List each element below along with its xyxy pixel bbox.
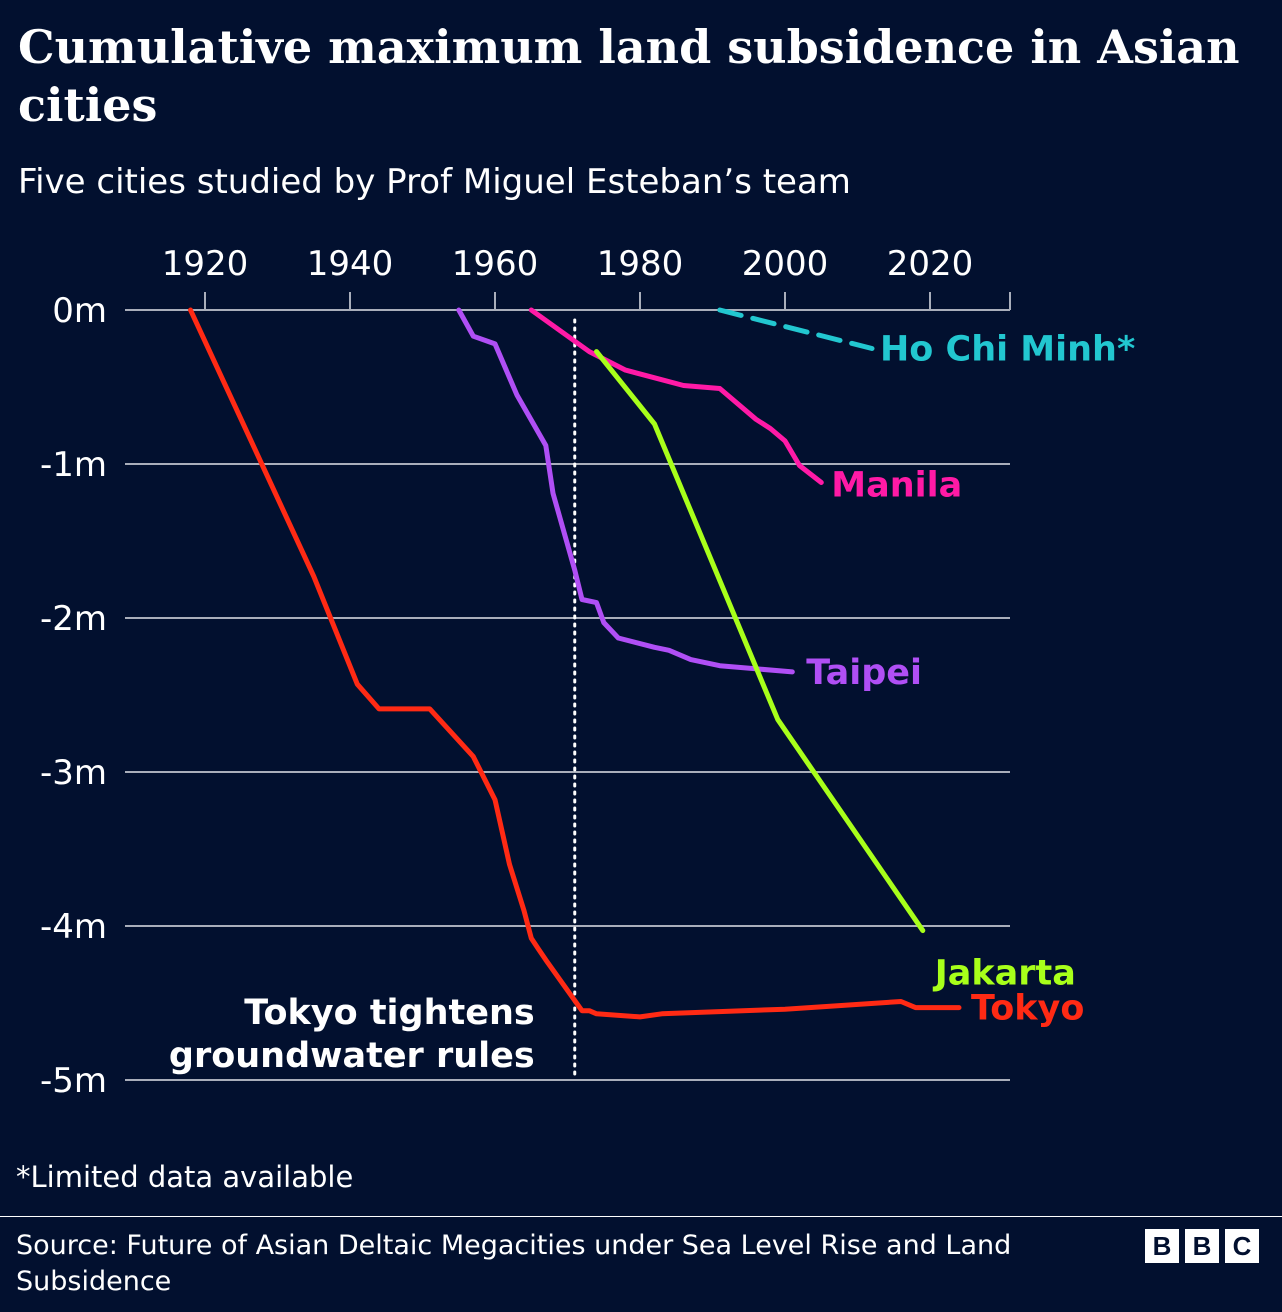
x-tick-label: 1980 bbox=[597, 244, 684, 284]
line-chart: 0m -1m -2m -3m -4m -5m 1920 1940 1960 1980 2000 20… bbox=[40, 244, 1135, 1101]
series-labels: Tokyo Taipei Manila Jakarta Ho Chi Minh* bbox=[806, 330, 1135, 1029]
y-tick-label: -3m bbox=[40, 753, 107, 793]
divider bbox=[0, 1216, 1282, 1217]
series-line-jakarta bbox=[594, 349, 926, 934]
series-line-tokyo bbox=[188, 307, 962, 1020]
x-tick-label: 1960 bbox=[452, 244, 539, 284]
y-tick-label: -1m bbox=[40, 445, 107, 485]
series-line-manila bbox=[528, 307, 824, 485]
series-label-tokyo: Tokyo bbox=[971, 989, 1084, 1029]
bbc-logo: B B C bbox=[1145, 1229, 1259, 1263]
series-line-taipei bbox=[456, 307, 795, 675]
x-tick-label: 1920 bbox=[162, 244, 249, 284]
y-tick-label: -4m bbox=[40, 907, 107, 947]
series-label-ho-chi-minh: Ho Chi Minh* bbox=[880, 330, 1135, 370]
y-tick-label: -5m bbox=[40, 1061, 107, 1101]
series-label-taipei: Taipei bbox=[806, 653, 922, 693]
x-tick-label: 2000 bbox=[742, 244, 829, 284]
series-label-jakarta: Jakarta bbox=[933, 954, 1076, 994]
series-line-ho-chi-minh bbox=[717, 307, 875, 351]
annotation-text: Tokyo tightens bbox=[244, 993, 535, 1033]
bbc-logo-letter: B bbox=[1185, 1229, 1219, 1263]
x-axis: 1920 1940 1960 1980 2000 2020 bbox=[162, 244, 1011, 310]
footnote: *Limited data available bbox=[16, 1160, 354, 1194]
chart-title: Cumulative maximum land subsidence in As… bbox=[18, 20, 1240, 132]
series-lines bbox=[188, 307, 962, 1020]
bbc-logo-letter: C bbox=[1225, 1229, 1259, 1263]
y-tick-label: -2m bbox=[40, 599, 107, 639]
source-text: Source: Future of Asian Deltaic Megaciti… bbox=[16, 1230, 1012, 1297]
series-label-manila: Manila bbox=[831, 465, 962, 505]
grid-lines: 0m -1m -2m -3m -4m -5m bbox=[40, 291, 1010, 1101]
annotation-text: groundwater rules bbox=[169, 1036, 535, 1076]
chart-subtitle: Five cities studied by Prof Miguel Esteb… bbox=[18, 162, 851, 202]
x-tick-label: 1940 bbox=[307, 244, 394, 284]
x-tick-label: 2020 bbox=[887, 244, 974, 284]
y-tick-label: 0m bbox=[52, 291, 107, 331]
bbc-logo-letter: B bbox=[1145, 1229, 1179, 1263]
